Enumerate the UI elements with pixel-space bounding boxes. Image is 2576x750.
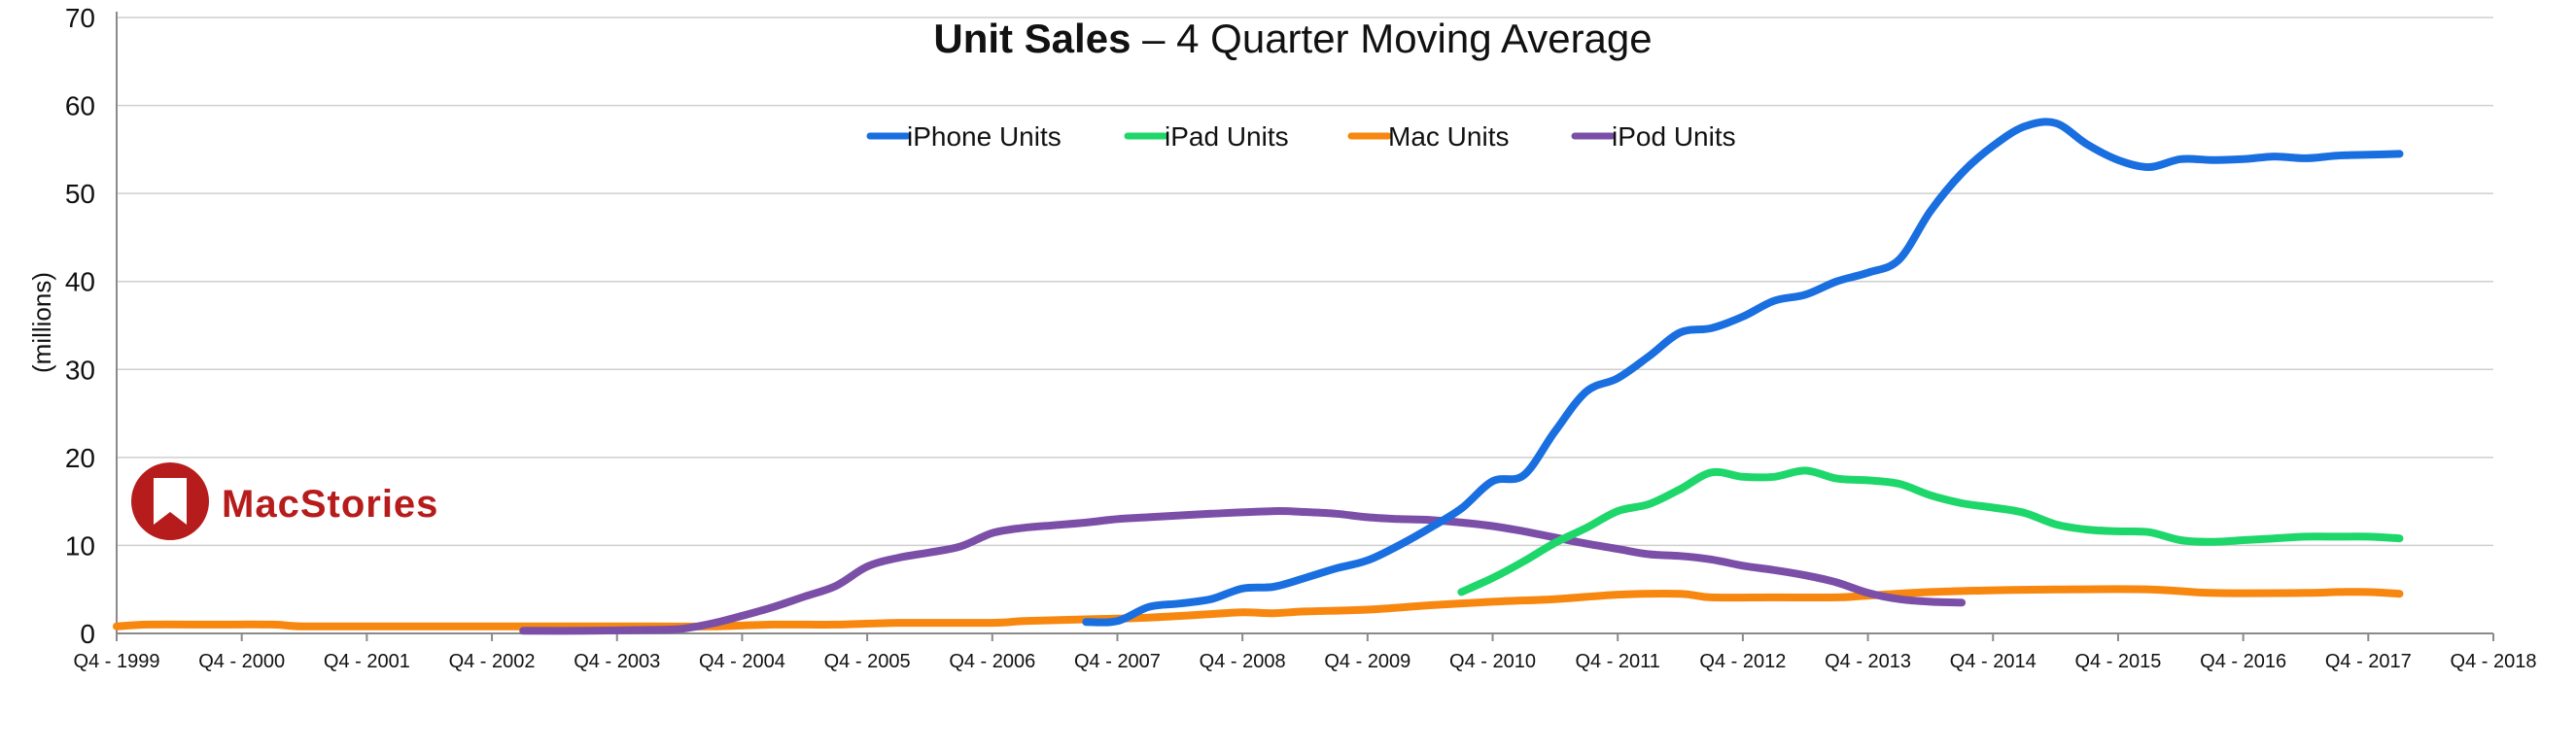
y-tick-label: 10 xyxy=(65,530,95,561)
x-tick-label: Q4 - 2001 xyxy=(324,651,410,672)
gridlines xyxy=(117,17,2493,547)
x-tick-label: Q4 - 2013 xyxy=(1825,651,1911,672)
x-tick-label: Q4 - 2005 xyxy=(824,651,911,672)
legend-label-ipod-units: iPod Units xyxy=(1612,121,1736,152)
series-line-ipod-units xyxy=(519,507,1967,635)
y-tick-label: 20 xyxy=(65,443,95,473)
y-tick-label: 0 xyxy=(80,619,95,649)
legend-label-mac-units: Mac Units xyxy=(1388,121,1509,152)
series-line-ipad-units xyxy=(1457,466,2404,597)
x-tick-label: Q4 - 2008 xyxy=(1200,651,1286,672)
chart-title-bold: Unit Sales xyxy=(933,16,1131,61)
x-tick-label: Q4 - 2011 xyxy=(1575,651,1659,672)
x-tick-label: Q4 - 2000 xyxy=(198,651,285,672)
x-tick-label: Q4 - 2017 xyxy=(2325,651,2412,672)
chart-title-rest: – 4 Quarter Moving Average xyxy=(1131,16,1652,61)
x-tick-label: Q4 - 2002 xyxy=(449,651,536,672)
x-tick-label: Q4 - 1999 xyxy=(74,651,160,672)
x-tick-label: Q4 - 2006 xyxy=(949,651,1035,672)
x-tick-label: Q4 - 2015 xyxy=(2074,651,2161,672)
x-tick-label: Q4 - 2007 xyxy=(1074,651,1161,672)
series-line-iphone-units xyxy=(1082,118,2404,627)
bookmark-icon xyxy=(154,478,187,525)
y-tick-label: 60 xyxy=(65,91,95,121)
x-tick-label: Q4 - 2010 xyxy=(1449,651,1536,672)
y-tick-label: 30 xyxy=(65,355,95,385)
x-tick-label: Q4 - 2009 xyxy=(1324,651,1410,672)
chart-title: Unit Sales – 4 Quarter Moving Average xyxy=(933,16,1652,61)
x-tick-label: Q4 - 2012 xyxy=(1699,651,1786,672)
legend-label-ipad-units: iPad Units xyxy=(1165,121,1289,152)
y-tick-label: 70 xyxy=(65,3,95,33)
y-tick-label: 40 xyxy=(65,267,95,297)
y-tick-label: 50 xyxy=(65,179,95,209)
legend: iPhone Units iPad Units Mac Units iPod Unit… xyxy=(866,121,1736,152)
y-axis-label: (millions) xyxy=(27,272,56,373)
series-lines xyxy=(113,118,2404,635)
x-tick-label: Q4 - 2004 xyxy=(699,651,785,672)
legend-label-iphone-units: iPhone Units xyxy=(907,121,1062,152)
x-tick-label: Q4 - 2018 xyxy=(2451,651,2537,672)
logo-wordmark: MacStories xyxy=(222,483,438,526)
x-tick-label: Q4 - 2014 xyxy=(1950,651,2036,672)
macstories-logo: MacStories xyxy=(131,462,438,540)
x-tick-label: Q4 - 2003 xyxy=(574,651,660,672)
series-line-mac-units xyxy=(113,585,2404,631)
x-tick-label: Q4 - 2016 xyxy=(2200,651,2286,672)
axes: 0 10 20 30 40 50 60 70 Q4 - 1999 Q4 - 2000 Q4 - 20… xyxy=(65,3,2537,672)
